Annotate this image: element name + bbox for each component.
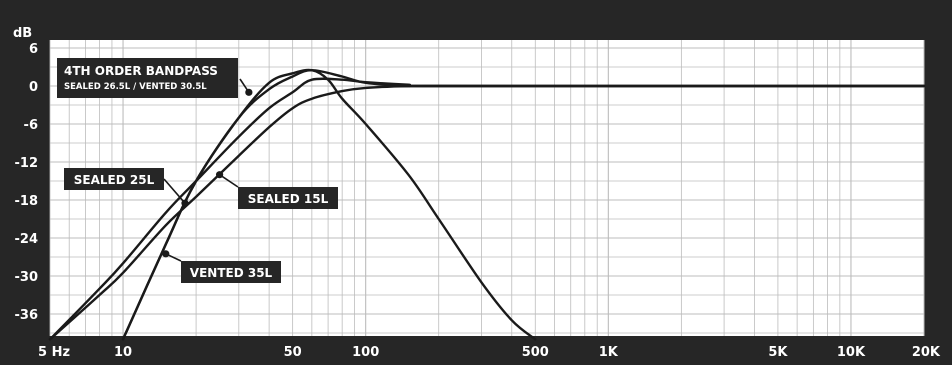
callout-box xyxy=(181,261,281,283)
callout-vented-35l: VENTED 35L xyxy=(162,250,281,283)
callout-dot xyxy=(181,199,189,207)
x-tick-label: 100 xyxy=(352,345,379,360)
callout-box xyxy=(64,168,164,190)
y-tick-label: -36 xyxy=(15,308,39,323)
x-tick-label: 5K xyxy=(768,345,788,360)
y-tick-label: 6 xyxy=(29,42,38,57)
callout-box xyxy=(238,187,338,209)
callout-sealed-25l: SEALED 25L xyxy=(64,168,189,207)
callout-title: VENTED 35L xyxy=(190,266,273,280)
y-tick-label: 0 xyxy=(29,80,38,95)
series-lines xyxy=(48,68,926,341)
callout-dot xyxy=(245,88,253,96)
y-tick-label: -6 xyxy=(24,118,38,133)
y-tick-labels: 6 0 -6 -12 -18 -24 -30 -36 xyxy=(15,42,39,323)
callout-box xyxy=(57,58,238,98)
callout-dot xyxy=(215,171,224,179)
series-callouts: 4TH ORDER BANDPASS SEALED 26.5L / VENTED … xyxy=(57,58,338,283)
y-tick-label: -18 xyxy=(15,194,39,209)
x-tick-label: 50 xyxy=(284,345,302,360)
callout-leader-line xyxy=(219,174,239,188)
x-tick-label: 10 xyxy=(114,345,132,360)
y-unit-label: dB xyxy=(13,26,32,41)
callout-title: 4TH ORDER BANDPASS xyxy=(64,64,218,78)
callout-title: SEALED 15L xyxy=(248,192,329,206)
y-tick-label: -30 xyxy=(15,270,39,285)
x-tick-label: 20K xyxy=(912,345,941,360)
x-tick-labels: 5 Hz 10 50 100 500 1K 5K 10K 20K xyxy=(38,345,941,360)
y-tick-label: -12 xyxy=(15,156,39,171)
x-tick-label: 5 Hz xyxy=(38,345,70,360)
callout-sealed-15l: SEALED 15L xyxy=(215,171,338,209)
x-tick-label: 10K xyxy=(837,345,866,360)
callout-subtitle: SEALED 26.5L / VENTED 30.5L xyxy=(64,82,207,92)
x-tick-label: 1K xyxy=(599,345,619,360)
y-tick-label: -24 xyxy=(15,232,39,247)
callout-4th-order-bandpass: 4TH ORDER BANDPASS SEALED 26.5L / VENTED … xyxy=(57,58,253,98)
callout-dot xyxy=(162,250,170,258)
series-line-vented-35l xyxy=(121,69,926,341)
callout-leader-line xyxy=(163,178,186,204)
callout-title: SEALED 25L xyxy=(74,173,155,187)
x-tick-label: 500 xyxy=(522,345,549,360)
